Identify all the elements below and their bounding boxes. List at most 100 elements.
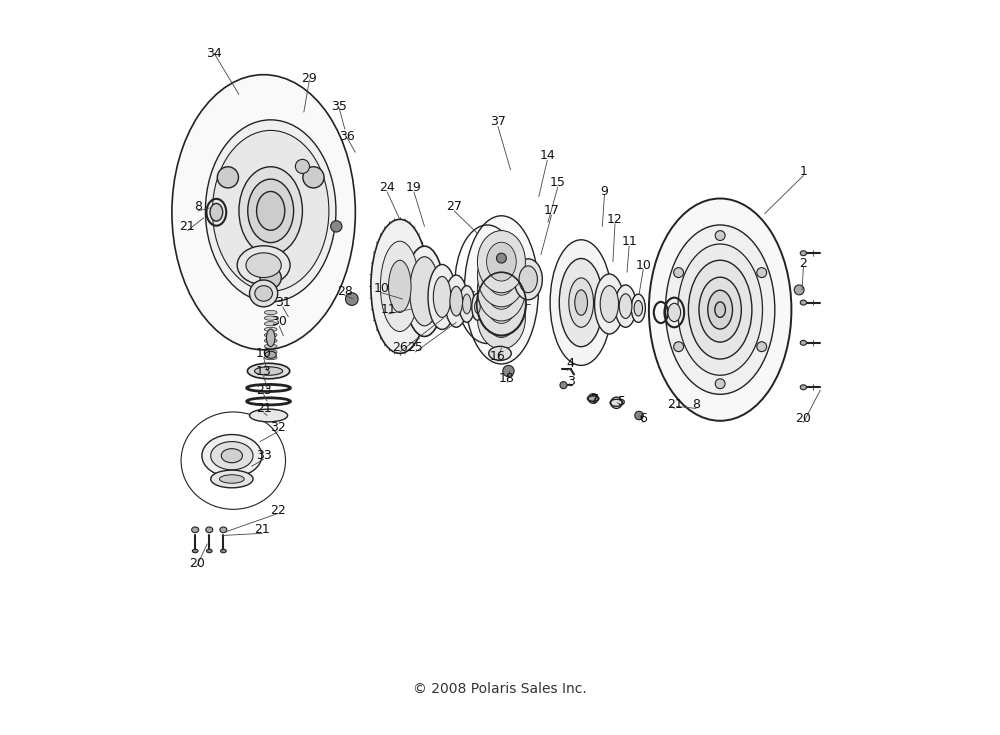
Text: 18: 18 [499,372,515,384]
Text: 12: 12 [607,213,623,226]
Circle shape [757,268,767,278]
Ellipse shape [665,225,775,394]
Text: 11: 11 [621,235,637,248]
Ellipse shape [475,301,480,313]
Ellipse shape [250,409,288,422]
Ellipse shape [519,266,537,293]
Text: 2: 2 [799,257,807,270]
Ellipse shape [221,549,226,553]
Text: 5: 5 [618,395,626,408]
Circle shape [715,379,725,389]
Ellipse shape [463,294,471,314]
Text: 23: 23 [256,384,271,397]
Ellipse shape [477,245,525,306]
Ellipse shape [688,260,752,359]
Text: 21: 21 [667,398,683,411]
Text: 17: 17 [544,204,559,218]
Circle shape [260,268,281,288]
Text: 24: 24 [379,181,395,194]
Ellipse shape [212,130,329,291]
Text: 22: 22 [270,503,286,517]
Ellipse shape [559,259,603,347]
Ellipse shape [220,475,244,483]
Ellipse shape [550,240,612,365]
Text: 26: 26 [392,341,408,354]
Ellipse shape [264,322,277,326]
Text: 31: 31 [275,296,291,309]
Ellipse shape [264,327,277,331]
Circle shape [757,342,767,351]
Ellipse shape [172,75,355,350]
Ellipse shape [264,339,277,343]
Text: 34: 34 [206,47,222,60]
Text: 35: 35 [331,100,347,113]
Ellipse shape [575,290,587,315]
Text: 28: 28 [337,284,353,298]
Ellipse shape [610,399,623,406]
Ellipse shape [800,385,807,390]
Ellipse shape [477,273,525,335]
Ellipse shape [255,286,272,301]
Text: 21: 21 [180,220,195,233]
Text: 6: 6 [639,412,647,425]
Text: 20: 20 [795,412,811,425]
Ellipse shape [239,167,302,255]
Ellipse shape [631,294,645,323]
Ellipse shape [487,284,516,323]
Circle shape [496,253,506,263]
Circle shape [794,285,804,295]
Text: 27: 27 [446,200,462,213]
Text: 21: 21 [254,523,270,537]
Ellipse shape [264,350,277,354]
Ellipse shape [708,290,732,329]
Circle shape [217,167,238,188]
Text: 3: 3 [567,375,574,388]
Text: 32: 32 [270,421,286,434]
Ellipse shape [487,257,516,295]
Text: 21: 21 [256,402,271,415]
Ellipse shape [247,363,290,379]
Ellipse shape [220,527,227,533]
Ellipse shape [487,270,516,309]
Text: 16: 16 [490,351,506,363]
Ellipse shape [389,260,411,312]
Text: 11: 11 [381,303,396,316]
Ellipse shape [264,333,277,337]
Text: 15: 15 [550,176,566,189]
Ellipse shape [489,346,511,360]
Circle shape [303,167,324,188]
Ellipse shape [699,277,741,342]
Ellipse shape [246,253,281,278]
Ellipse shape [380,241,419,331]
Ellipse shape [264,310,277,315]
Text: 19: 19 [406,181,422,194]
Text: 8: 8 [194,200,202,213]
Text: 10: 10 [635,259,651,272]
Ellipse shape [237,245,290,284]
Ellipse shape [250,280,278,306]
Ellipse shape [445,275,468,327]
Ellipse shape [433,276,451,318]
Text: 8: 8 [692,398,700,411]
Ellipse shape [600,286,619,323]
Ellipse shape [210,204,223,221]
Circle shape [674,268,684,278]
Ellipse shape [668,304,681,322]
Ellipse shape [715,302,725,318]
Circle shape [635,412,643,420]
Circle shape [345,293,358,306]
Text: 9: 9 [600,184,608,198]
Ellipse shape [202,434,262,477]
Ellipse shape [487,298,516,337]
Ellipse shape [595,274,624,334]
Circle shape [715,231,725,240]
Text: 37: 37 [490,115,506,129]
Ellipse shape [472,293,483,320]
Text: 10: 10 [374,282,389,295]
Ellipse shape [192,527,199,533]
Ellipse shape [264,344,277,348]
Text: 7: 7 [591,392,599,406]
Ellipse shape [514,259,542,300]
Ellipse shape [266,329,275,347]
Circle shape [588,394,598,404]
